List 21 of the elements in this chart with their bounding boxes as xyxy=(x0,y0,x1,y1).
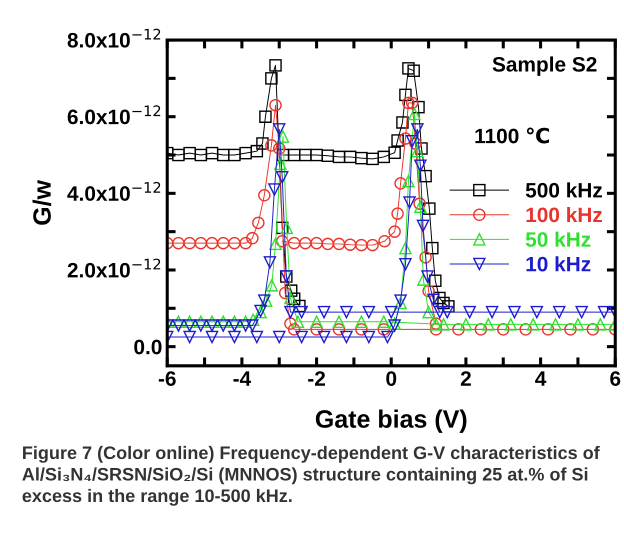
legend-label: 100 kHz xyxy=(526,206,602,222)
annotation: 1100 ℃ xyxy=(475,128,550,144)
x-tick-label: 0 xyxy=(386,371,396,386)
y-tick-label: 0.0 xyxy=(134,340,162,354)
y-tick-label: 6.0x10$^{−12}$ xyxy=(68,105,160,124)
legend-label: 10 kHz xyxy=(526,256,590,272)
y-tick-label: 8.0x10$^{−12}$ xyxy=(68,28,160,48)
y-tick-label: 4.0x10$^{−12}$ xyxy=(67,182,160,201)
caption: Figure 7 (Color online) Frequency-dependent G-V characteristics of Al/Si₃N₄/SRSN/SiO₂/Si (MNNOS) structure containing 25 at.% of Si excess in the range 10-500 kHz. xyxy=(22,446,600,506)
x-tick-label: 6 xyxy=(610,371,620,386)
x-tick-label: -2 xyxy=(308,371,326,386)
legend-label: 500 kHz xyxy=(526,182,602,198)
x-tick-label: -6 xyxy=(158,371,176,386)
x-tick-label: 2 xyxy=(460,371,471,386)
x-tick-label: 4 xyxy=(535,371,546,386)
y-axis-title: G/w xyxy=(32,180,52,225)
x-tick-label: -4 xyxy=(233,371,252,386)
x-axis-title: Gate bias (V) xyxy=(316,410,466,433)
legend-label: 50 kHz xyxy=(526,232,590,247)
annotation: Sample S2 xyxy=(492,56,597,76)
y-tick-label: 2.0x10$^{−12}$ xyxy=(68,258,160,278)
